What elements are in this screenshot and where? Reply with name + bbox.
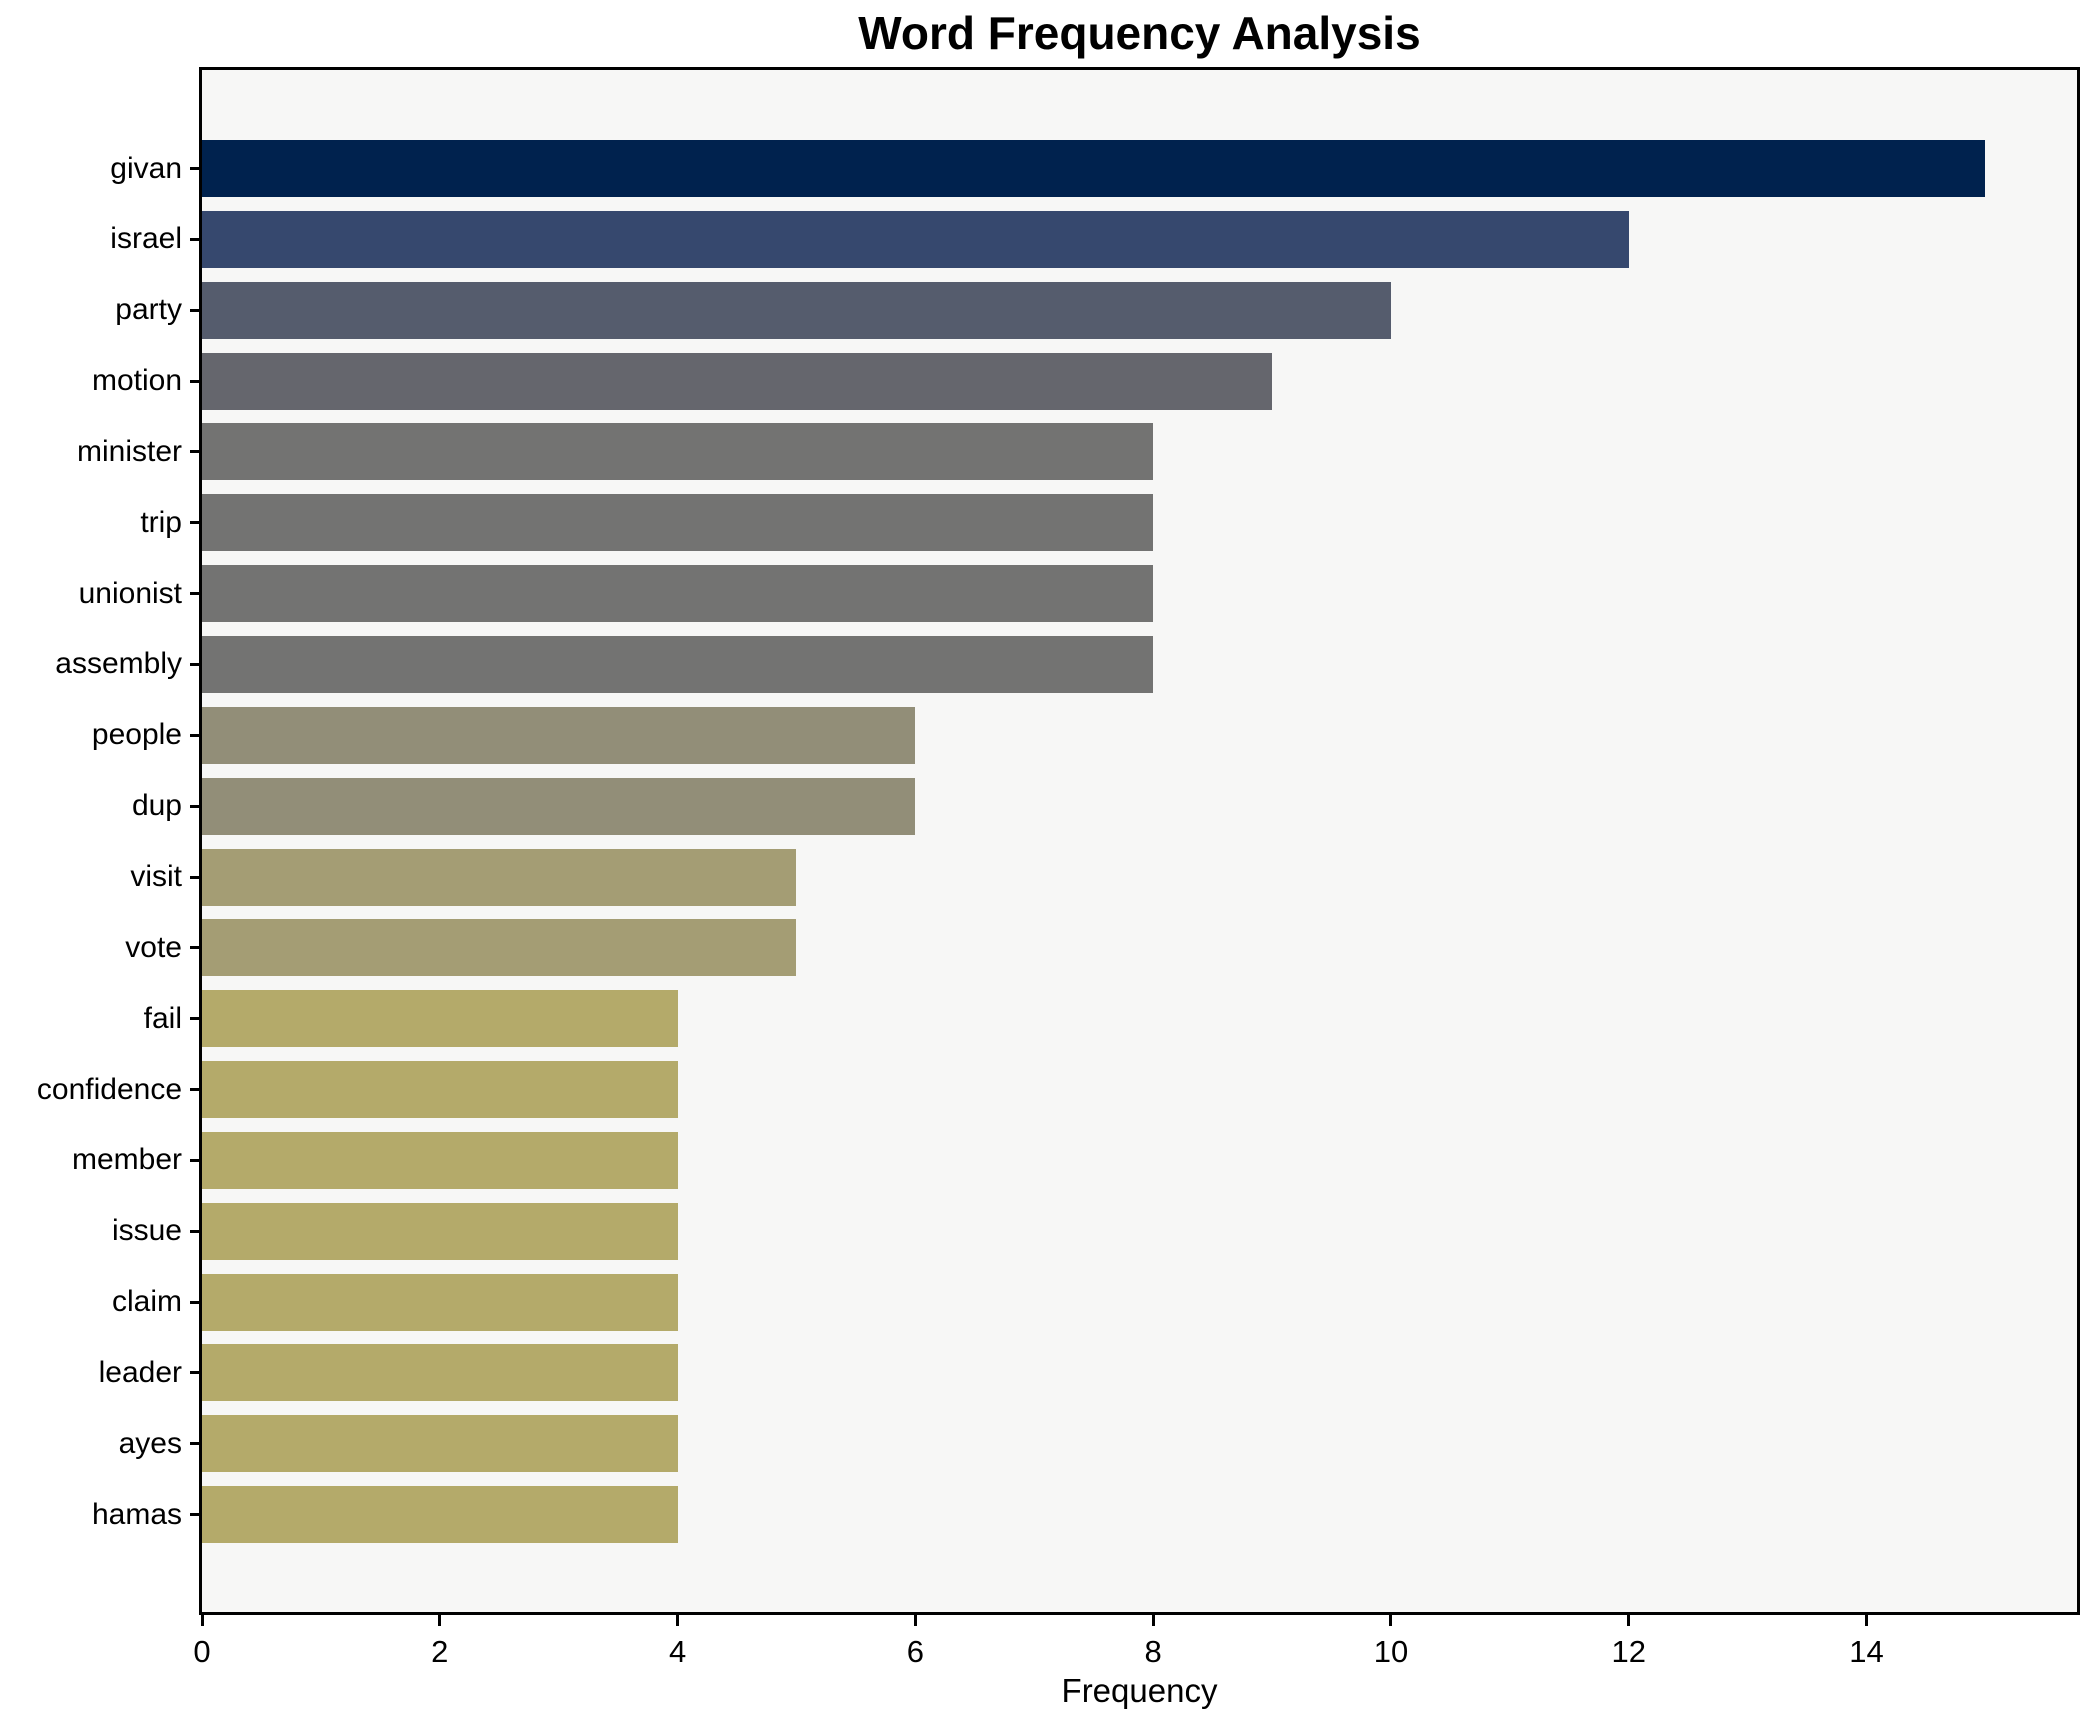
x-tick-label-12: 12: [1611, 1634, 1646, 1669]
bar-vote: [202, 919, 797, 977]
y-tick-label-leader: leader: [98, 1355, 182, 1389]
y-tick-label-unionist: unionist: [78, 576, 182, 610]
y-tick-label-people: people: [91, 718, 182, 752]
x-tick-mark: [1389, 1615, 1393, 1626]
y-tick-label-party: party: [115, 293, 182, 327]
y-tick-label-member: member: [71, 1143, 182, 1177]
x-tick-label-14: 14: [1849, 1634, 1884, 1669]
x-tick-mark: [438, 1615, 442, 1626]
y-tick-label-ayes: ayes: [118, 1426, 182, 1460]
bar-israel: [202, 210, 1629, 268]
x-tick-mark: [1865, 1615, 1869, 1626]
x-axis-line: [199, 1612, 2080, 1615]
bar-confidence: [202, 1061, 678, 1119]
y-tick-label-visit: visit: [130, 860, 182, 893]
y-tick-mark: [190, 237, 201, 241]
y-tick-label-trip: trip: [140, 505, 182, 539]
x-tick-mark: [676, 1615, 680, 1626]
y-tick-mark: [190, 662, 201, 666]
top-spine: [199, 67, 2080, 70]
x-tick-label-6: 6: [906, 1634, 924, 1669]
bar-minister: [202, 423, 1154, 481]
y-tick-mark: [190, 804, 201, 808]
bar-givan: [202, 140, 1986, 197]
x-tick-label-8: 8: [1144, 1634, 1162, 1669]
bar-dup: [202, 777, 916, 835]
y-tick-label-dup: dup: [131, 789, 182, 823]
x-tick-label-4: 4: [668, 1634, 687, 1669]
y-tick-mark: [190, 1513, 201, 1517]
bar-hamas: [202, 1486, 678, 1544]
bar-issue: [202, 1202, 678, 1260]
y-tick-mark: [190, 1158, 201, 1162]
x-tick-mark: [200, 1615, 204, 1626]
y-tick-mark: [190, 1017, 201, 1021]
y-tick-mark: [190, 379, 201, 383]
y-tick-label-vote: vote: [125, 930, 182, 964]
bar-ayes: [202, 1415, 678, 1473]
bar-fail: [202, 990, 678, 1048]
bar-member: [202, 1131, 678, 1189]
y-tick-label-minister: minister: [76, 434, 182, 468]
bar-assembly: [202, 635, 1154, 693]
chart-title: Word Frequency Analysis: [858, 7, 1421, 59]
bar-trip: [202, 494, 1154, 552]
x-tick-mark: [1151, 1615, 1155, 1626]
y-tick-mark: [190, 521, 201, 525]
y-tick-label-israel: israel: [110, 222, 182, 256]
x-tick-mark: [913, 1615, 917, 1626]
y-tick-mark: [190, 1088, 201, 1092]
y-tick-label-claim: claim: [111, 1285, 182, 1319]
y-tick-label-confidence: confidence: [36, 1072, 182, 1106]
y-tick-mark: [190, 946, 201, 950]
y-tick-mark: [190, 308, 201, 312]
plot-area: [202, 70, 2077, 1612]
x-axis-title: Frequency: [1061, 1672, 1218, 1709]
y-axis-line: [199, 67, 202, 1615]
y-tick-mark: [190, 1371, 201, 1375]
bar-people: [202, 706, 916, 764]
y-tick-mark: [190, 450, 201, 454]
y-tick-label-motion: motion: [91, 364, 182, 398]
y-tick-label-givan: givan: [110, 151, 182, 185]
bar-leader: [202, 1344, 678, 1402]
x-tick-label-0: 0: [193, 1634, 211, 1669]
right-spine: [2077, 67, 2080, 1615]
x-tick-mark: [1627, 1615, 1631, 1626]
bar-motion: [202, 352, 1273, 410]
y-tick-mark: [190, 1300, 201, 1304]
x-tick-label-10: 10: [1373, 1634, 1409, 1669]
x-tick-label-2: 2: [431, 1634, 449, 1669]
y-tick-label-assembly: assembly: [55, 647, 182, 681]
y-tick-label-hamas: hamas: [91, 1497, 182, 1531]
y-tick-mark: [190, 1442, 201, 1446]
y-tick-mark: [190, 592, 201, 596]
y-tick-mark: [190, 733, 201, 737]
y-tick-label-fail: fail: [143, 1001, 182, 1035]
y-tick-mark: [190, 1229, 201, 1233]
y-tick-mark: [190, 167, 201, 170]
y-tick-mark: [190, 875, 201, 879]
bar-party: [202, 281, 1391, 339]
y-tick-label-issue: issue: [111, 1214, 182, 1248]
bar-claim: [202, 1273, 678, 1331]
bar-unionist: [202, 565, 1154, 623]
bar-visit: [202, 848, 797, 906]
